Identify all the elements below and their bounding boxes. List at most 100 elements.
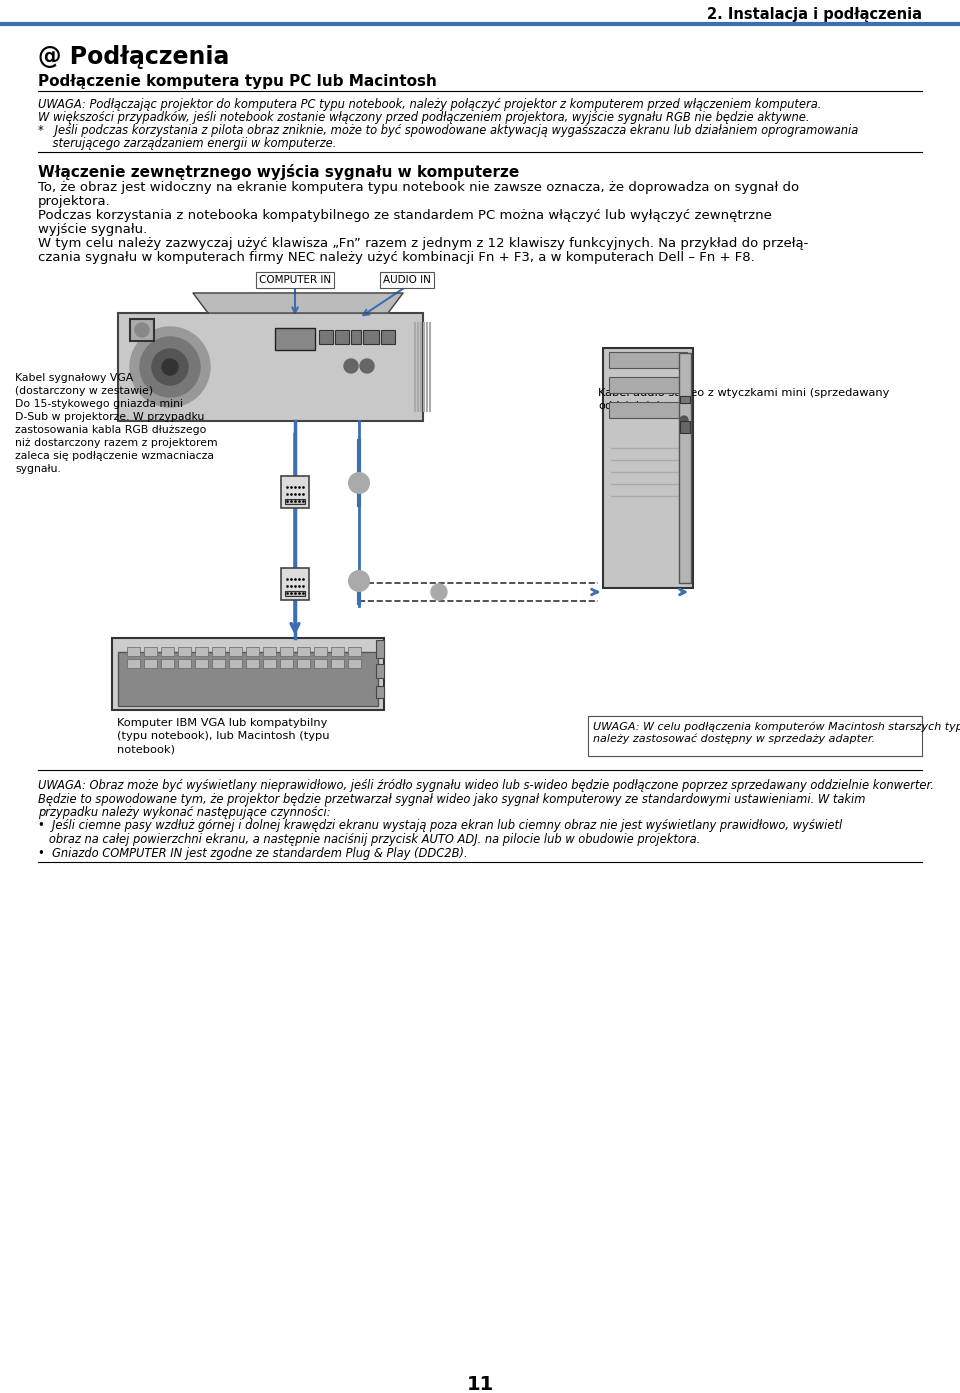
Bar <box>609 352 687 368</box>
Bar <box>297 659 310 669</box>
Bar <box>281 476 309 508</box>
Bar <box>381 330 395 344</box>
Text: zaleca się podłączenie wzmacniacza: zaleca się podłączenie wzmacniacza <box>15 451 214 461</box>
Circle shape <box>344 359 358 373</box>
Bar <box>297 646 310 656</box>
Circle shape <box>680 417 688 423</box>
Text: Do 15-stykowego gniazda mini: Do 15-stykowego gniazda mini <box>15 398 183 410</box>
Bar <box>285 499 305 504</box>
Bar <box>588 716 922 756</box>
Circle shape <box>431 584 447 600</box>
Bar <box>229 659 242 669</box>
Bar <box>280 646 293 656</box>
Bar <box>609 378 687 393</box>
Text: przypadku należy wykonać następujące czynności:: przypadku należy wykonać następujące czy… <box>38 807 330 819</box>
Text: notebook): notebook) <box>117 744 175 754</box>
Text: D-Sub w projektorze. W przypadku: D-Sub w projektorze. W przypadku <box>15 412 204 422</box>
Circle shape <box>349 474 369 493</box>
Text: sygnału.: sygnału. <box>15 464 60 474</box>
Text: •  Gniazdo COMPUTER IN jest zgodne ze standardem Plug & Play (DDC2B).: • Gniazdo COMPUTER IN jest zgodne ze sta… <box>38 847 468 859</box>
Text: 2. Instalacja i podłączenia: 2. Instalacja i podłączenia <box>707 7 922 22</box>
Text: sterującego zarządzaniem energii w komputerze.: sterującego zarządzaniem energii w kompu… <box>38 137 336 150</box>
Bar <box>212 646 225 656</box>
Text: wyjście sygnału.: wyjście sygnału. <box>38 223 147 235</box>
Bar <box>212 659 225 669</box>
Circle shape <box>152 350 188 384</box>
Text: Podłączenie komputera typu PC lub Macintosh: Podłączenie komputera typu PC lub Macint… <box>38 74 437 89</box>
Text: (typu notebook), lub Macintosh (typu: (typu notebook), lub Macintosh (typu <box>117 731 329 741</box>
Bar <box>161 646 174 656</box>
Bar <box>229 646 242 656</box>
Text: Podczas korzystania z notebooka kompatybilnego ze standardem PC można włączyć lu: Podczas korzystania z notebooka kompatyb… <box>38 209 772 221</box>
Bar <box>178 646 191 656</box>
Bar <box>275 327 315 350</box>
Bar <box>280 659 293 669</box>
Bar <box>263 659 276 669</box>
Bar <box>246 659 259 669</box>
Bar <box>285 591 305 596</box>
Circle shape <box>349 571 369 591</box>
Text: oddzielnie): oddzielnie) <box>598 401 660 411</box>
Bar <box>376 685 384 698</box>
Text: •  Jeśli ciemne pasy wzdłuż górnej i dolnej krawędzi ekranu wystają poza ekran l: • Jeśli ciemne pasy wzdłuż górnej i doln… <box>38 819 842 833</box>
Text: projektora.: projektora. <box>38 195 110 208</box>
Text: Będzie to spowodowane tym, że projektor będzie przetwarzał sygnał wideo jako syg: Będzie to spowodowane tym, że projektor … <box>38 793 866 805</box>
Circle shape <box>140 337 200 397</box>
Text: UWAGA: W celu podłączenia komputerów Macintosh starszych typów: UWAGA: W celu podłączenia komputerów Mac… <box>593 722 960 731</box>
Bar <box>127 646 140 656</box>
Bar <box>118 652 378 706</box>
Bar <box>127 659 140 669</box>
Bar <box>331 646 344 656</box>
Bar <box>118 313 423 421</box>
Text: To, że obraz jest widoczny na ekranie komputera typu notebook nie zawsze oznacza: To, że obraz jest widoczny na ekranie ko… <box>38 181 799 194</box>
Text: UWAGA: Obraz może być wyświetlany nieprawidłowo, jeśli źródło sygnału wideo lub : UWAGA: Obraz może być wyświetlany niepra… <box>38 779 934 793</box>
Text: Kabel sygnałowy VGA: Kabel sygnałowy VGA <box>15 373 133 383</box>
Text: AUDIO IN: AUDIO IN <box>383 274 431 286</box>
Bar <box>178 659 191 669</box>
Bar <box>263 646 276 656</box>
Circle shape <box>130 327 210 407</box>
Bar <box>246 646 259 656</box>
Text: należy zastosować dostępny w sprzedaży adapter.: należy zastosować dostępny w sprzedaży a… <box>593 734 875 744</box>
Bar <box>331 659 344 669</box>
Bar <box>314 646 327 656</box>
Text: 11: 11 <box>467 1375 493 1393</box>
Bar <box>376 664 384 678</box>
Bar <box>351 330 361 344</box>
Text: @ Podłączenia: @ Podłączenia <box>38 45 229 70</box>
Text: W większości przypadków, jeśli notebook zostanie włączony przed podłączeniem pro: W większości przypadków, jeśli notebook … <box>38 111 809 124</box>
Bar <box>319 330 333 344</box>
Text: UWAGA: Podłączając projektor do komputera PC typu notebook, należy połączyć proj: UWAGA: Podłączając projektor do komputer… <box>38 98 822 111</box>
Bar <box>363 330 379 344</box>
Bar <box>144 659 157 669</box>
Bar <box>348 646 361 656</box>
Text: Komputer IBM VGA lub kompatybilny: Komputer IBM VGA lub kompatybilny <box>117 717 327 729</box>
Bar <box>680 421 690 433</box>
Text: *   Jeśli podczas korzystania z pilota obraz zniknie, może to być spowodowane ak: * Jeśli podczas korzystania z pilota obr… <box>38 124 858 137</box>
Text: Kabel audio stereo z wtyczkami mini (sprzedawany: Kabel audio stereo z wtyczkami mini (spr… <box>598 389 889 398</box>
Bar <box>281 568 309 600</box>
Text: zastosowania kabla RGB dłuższego: zastosowania kabla RGB dłuższego <box>15 425 206 435</box>
Bar <box>195 646 208 656</box>
Circle shape <box>135 323 149 337</box>
Circle shape <box>162 359 178 375</box>
Bar <box>112 638 384 710</box>
Bar <box>144 646 157 656</box>
Bar <box>603 348 693 588</box>
Circle shape <box>360 359 374 373</box>
Bar <box>161 659 174 669</box>
Bar <box>335 330 349 344</box>
Bar <box>130 319 154 341</box>
Text: niż dostarczony razem z projektorem: niż dostarczony razem z projektorem <box>15 437 218 449</box>
Bar <box>195 659 208 669</box>
Text: obraz na całej powierzchni ekranu, a następnie naciśnij przycisk AUTO ADJ. na pi: obraz na całej powierzchni ekranu, a nas… <box>38 833 700 846</box>
Text: czania sygnału w komputerach firmy NEC należy użyć kombinacji Fn + F3, a w kompu: czania sygnału w komputerach firmy NEC n… <box>38 251 755 265</box>
Bar <box>609 403 687 418</box>
Text: W tym celu należy zazwyczaj użyć klawisza „Fn” razem z jednym z 12 klawiszy funk: W tym celu należy zazwyczaj użyć klawisz… <box>38 237 808 249</box>
Text: (dostarczony w zestawie): (dostarczony w zestawie) <box>15 386 154 396</box>
Text: Włączenie zewnętrznego wyjścia sygnału w komputerze: Włączenie zewnętrznego wyjścia sygnału w… <box>38 164 519 180</box>
Bar <box>680 396 690 403</box>
Polygon shape <box>193 293 403 313</box>
Bar <box>314 659 327 669</box>
Text: COMPUTER IN: COMPUTER IN <box>259 274 331 286</box>
